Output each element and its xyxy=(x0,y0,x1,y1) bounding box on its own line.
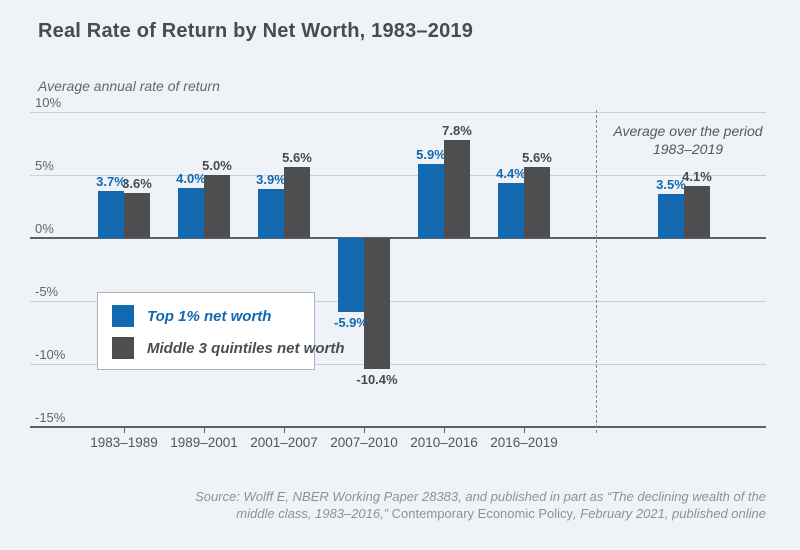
source-note-line2: middle class, 1983–2016,” Contemporary E… xyxy=(236,506,766,521)
legend: Top 1% net worth Middle 3 quintiles net … xyxy=(97,292,345,370)
bar-top1-value-label: 4.0% xyxy=(176,170,206,186)
bar-middle3 xyxy=(524,167,550,238)
bar-top1 xyxy=(178,187,204,238)
x-axis-label: 1983–1989 xyxy=(90,435,158,450)
bar-middle3-value-label: 5.6% xyxy=(522,150,552,166)
average-separator-line xyxy=(596,110,597,433)
y-axis-tick-label: -10% xyxy=(35,347,70,362)
bar-top1-value-label: 3.7% xyxy=(96,174,126,190)
gridline xyxy=(30,175,766,176)
average-period-note-line1: Average over the period xyxy=(613,123,763,139)
bar-middle3-value-label: -10.4% xyxy=(356,372,398,388)
legend-item-top1: Top 1% net worth xyxy=(112,305,271,327)
y-axis-tick-label: -15% xyxy=(35,410,70,425)
bar-middle3-value-label: 3.6% xyxy=(122,175,152,191)
bar-top1 xyxy=(98,191,124,238)
x-axis-label: 2007–2010 xyxy=(330,435,398,450)
gridline xyxy=(30,364,766,365)
bar-top1 xyxy=(338,238,364,313)
bar-top1 xyxy=(658,193,684,238)
legend-item-middle3: Middle 3 quintiles net worth xyxy=(112,337,345,359)
x-axis-label: 2001–2007 xyxy=(250,435,318,450)
bar-top1-value-label: 3.9% xyxy=(256,171,286,187)
bar-top1-value-label: 4.4% xyxy=(496,165,526,181)
source-note-line1: Source: Wolff E, NBER Working Paper 2838… xyxy=(195,489,766,504)
x-axis-label: 1989–2001 xyxy=(170,435,238,450)
source-note: Source: Wolff E, NBER Working Paper 2838… xyxy=(166,488,766,522)
x-axis-tick xyxy=(524,427,525,433)
average-period-note: Average over the period 1983–2019 xyxy=(588,122,788,158)
x-axis-tick xyxy=(204,427,205,433)
axis-line xyxy=(30,426,766,428)
average-period-note-line2: 1983–2019 xyxy=(652,141,724,157)
legend-label-top1: Top 1% net worth xyxy=(147,307,272,325)
y-axis-title: Average annual rate of return xyxy=(38,78,220,94)
bar-middle3-value-label: 5.0% xyxy=(202,158,232,173)
bar-middle3-value-label: 5.6% xyxy=(282,150,312,166)
bar-middle3 xyxy=(364,238,390,370)
bar-middle3 xyxy=(124,192,150,238)
x-axis-tick xyxy=(124,427,125,433)
bar-middle3 xyxy=(204,175,230,238)
bar-top1 xyxy=(258,188,284,238)
x-axis-tick xyxy=(364,427,365,433)
x-axis-label: 2010–2016 xyxy=(410,435,478,450)
x-axis-tick xyxy=(284,427,285,433)
legend-swatch-middle3 xyxy=(112,337,134,359)
y-axis-tick-label: 0% xyxy=(35,221,58,236)
x-axis-label: 2016–2019 xyxy=(490,435,558,450)
chart-title: Real Rate of Return by Net Worth, 1983–2… xyxy=(38,20,474,42)
y-axis-tick-label: 10% xyxy=(35,95,66,110)
y-axis-tick-label: 5% xyxy=(35,158,58,173)
bar-middle3-value-label: 4.1% xyxy=(682,169,712,185)
bar-top1-value-label: 3.5% xyxy=(656,176,686,192)
bar-top1 xyxy=(498,182,524,238)
y-axis-tick-label: -5% xyxy=(35,284,63,299)
bar-top1-value-label: 5.9% xyxy=(416,146,446,162)
legend-swatch-top1 xyxy=(112,305,134,327)
bar-middle3-value-label: 7.8% xyxy=(442,122,472,138)
journal-name: Contemporary Economic Policy xyxy=(391,506,574,521)
gridline xyxy=(30,301,766,302)
axis-line xyxy=(30,237,766,239)
bar-middle3 xyxy=(444,139,470,238)
bar-middle3 xyxy=(284,167,310,238)
bar-middle3 xyxy=(684,186,710,238)
gridline xyxy=(30,112,766,113)
bar-top1 xyxy=(418,163,444,238)
x-axis-tick xyxy=(444,427,445,433)
bar-top1-value-label: -5.9% xyxy=(334,315,368,331)
legend-label-middle3: Middle 3 quintiles net worth xyxy=(147,339,345,357)
